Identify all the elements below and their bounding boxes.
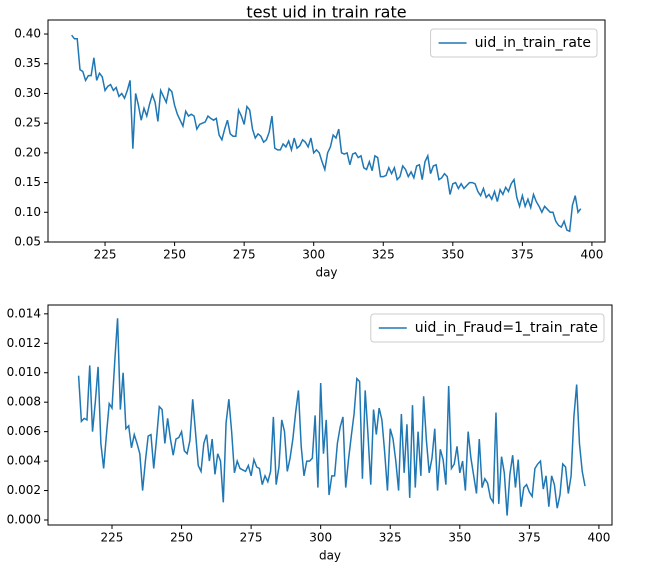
y-tick-label: 0.010 [7,365,41,379]
y-tick-label: 0.012 [7,336,41,350]
x-tick-label: 300 [309,531,332,545]
legend-label: uid_in_train_rate [475,35,591,51]
x-tick-label: 375 [518,531,541,545]
x-tick-label: 275 [233,248,256,262]
x-tick-label: 350 [441,248,464,262]
y-tick-label: 0.002 [7,483,41,497]
x-tick-label: 250 [170,531,193,545]
line-series [71,34,582,233]
x-tick-label: 350 [448,531,471,545]
y-tick-label: 0.006 [7,424,41,438]
x-tick-label: 400 [587,531,610,545]
y-tick-label: 0.15 [14,175,41,189]
y-tick-label: 0.10 [14,205,41,219]
x-tick-label: 375 [511,248,534,262]
x-tick-label: 300 [302,248,325,262]
y-tick-label: 0.008 [7,395,41,409]
x-tick-label: 325 [379,531,402,545]
x-tick-label: 225 [94,248,117,262]
legend-box [370,313,605,343]
x-axis-label: day [315,266,337,280]
y-tick-label: 0.000 [7,512,41,526]
y-tick-label: 0.014 [7,306,41,320]
x-axis-label: day [319,549,341,563]
x-tick-label: 250 [163,248,186,262]
y-tick-label: 0.35 [14,56,41,70]
legend-label: uid_in_Fraud=1_train_rate [415,320,598,336]
y-tick-label: 0.20 [14,145,41,159]
x-tick-label: 225 [101,531,124,545]
y-tick-label: 0.25 [14,116,41,130]
x-tick-label: 275 [240,531,263,545]
y-tick-label: 0.05 [14,235,41,249]
legend-box [430,28,598,58]
y-tick-label: 0.004 [7,454,41,468]
y-tick-label: 0.40 [14,27,41,41]
y-tick-label: 0.30 [14,86,41,100]
plot-frame [47,19,606,243]
line-series [77,318,586,516]
x-tick-label: 325 [372,248,395,262]
chart-title: test uid in train rate [246,3,406,22]
x-tick-label: 400 [580,248,603,262]
plot-frame [47,304,613,526]
